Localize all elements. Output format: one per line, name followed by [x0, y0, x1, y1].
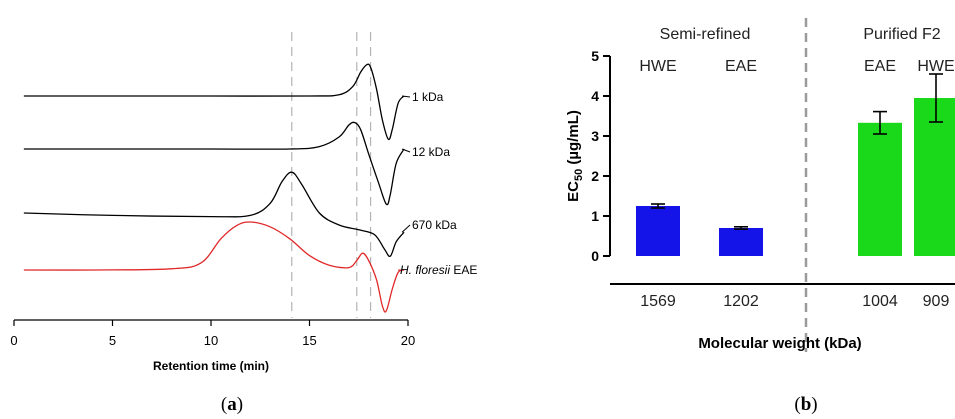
chromatogram-panel: 1 kDa 12 kDa 670 kDa H. floresii EAE 0 5 10 15…: [10, 32, 477, 373]
trace-line: [23, 121, 405, 206]
y-tick-label: 5: [591, 48, 599, 64]
trace-labels: 1 kDa 12 kDa 670 kDa H. floresii EAE: [398, 90, 477, 277]
x-tick-label: 20: [401, 333, 415, 348]
y-tick-label: 2: [591, 168, 599, 184]
category-label: 1569: [640, 293, 676, 310]
trace-label: 670 kDa: [412, 218, 457, 232]
x-axis-title: Molecular weight (kDa): [698, 335, 861, 352]
x-axis-ticks: 0 5 10 15 20: [10, 320, 415, 348]
x-tick-label: 5: [109, 333, 116, 348]
bar: [914, 98, 955, 256]
chromatogram-traces: [23, 63, 405, 313]
y-tick-label: 4: [591, 88, 599, 104]
group-label-semi-refined: Semi-refined: [660, 26, 751, 43]
category-label: 1004: [862, 293, 898, 310]
ec50-bar-panel: 0 1 2 3 4 5 EC50 (µg/mL) HWE 1569 EAE 1202 EAE 100…: [565, 18, 955, 352]
bar: [858, 122, 902, 256]
bar-method-label: EAE: [864, 58, 896, 75]
category-label: 1202: [723, 293, 759, 310]
bar-method-label: HWE: [639, 58, 676, 75]
bar-method-label: HWE: [917, 58, 954, 75]
trace-line: [23, 63, 405, 141]
x-axis-title: Retention time (min): [153, 359, 269, 373]
y-tick-label: 3: [591, 128, 599, 144]
y-tick-label: 0: [591, 248, 599, 264]
bar: [636, 206, 680, 256]
label-leader: [401, 148, 411, 153]
trace-line: [23, 221, 405, 313]
x-tick-label: 0: [10, 333, 17, 348]
label-leader: [401, 224, 411, 233]
y-axis-title: EC50 (µg/mL): [565, 110, 585, 202]
bars: HWE 1569 EAE 1202 EAE 1004 HWE 909: [636, 58, 955, 310]
x-tick-label: 15: [302, 333, 316, 348]
category-label: 909: [923, 293, 950, 310]
trace-label: 1 kDa: [412, 90, 444, 104]
y-tick-label: 1: [591, 208, 599, 224]
trace-line: [23, 171, 405, 258]
x-tick-label: 10: [204, 333, 218, 348]
trace-label: 12 kDa: [412, 145, 450, 159]
caption-a: (a): [221, 394, 243, 415]
caption-b: (b): [794, 394, 817, 415]
bar: [719, 228, 763, 256]
y-axis-ticks: 0 1 2 3 4 5: [591, 48, 610, 264]
group-label-purified: Purified F2: [863, 26, 940, 43]
label-leader: [401, 95, 411, 98]
trace-label: H. floresii EAE: [400, 263, 477, 277]
bar-method-label: EAE: [725, 58, 757, 75]
